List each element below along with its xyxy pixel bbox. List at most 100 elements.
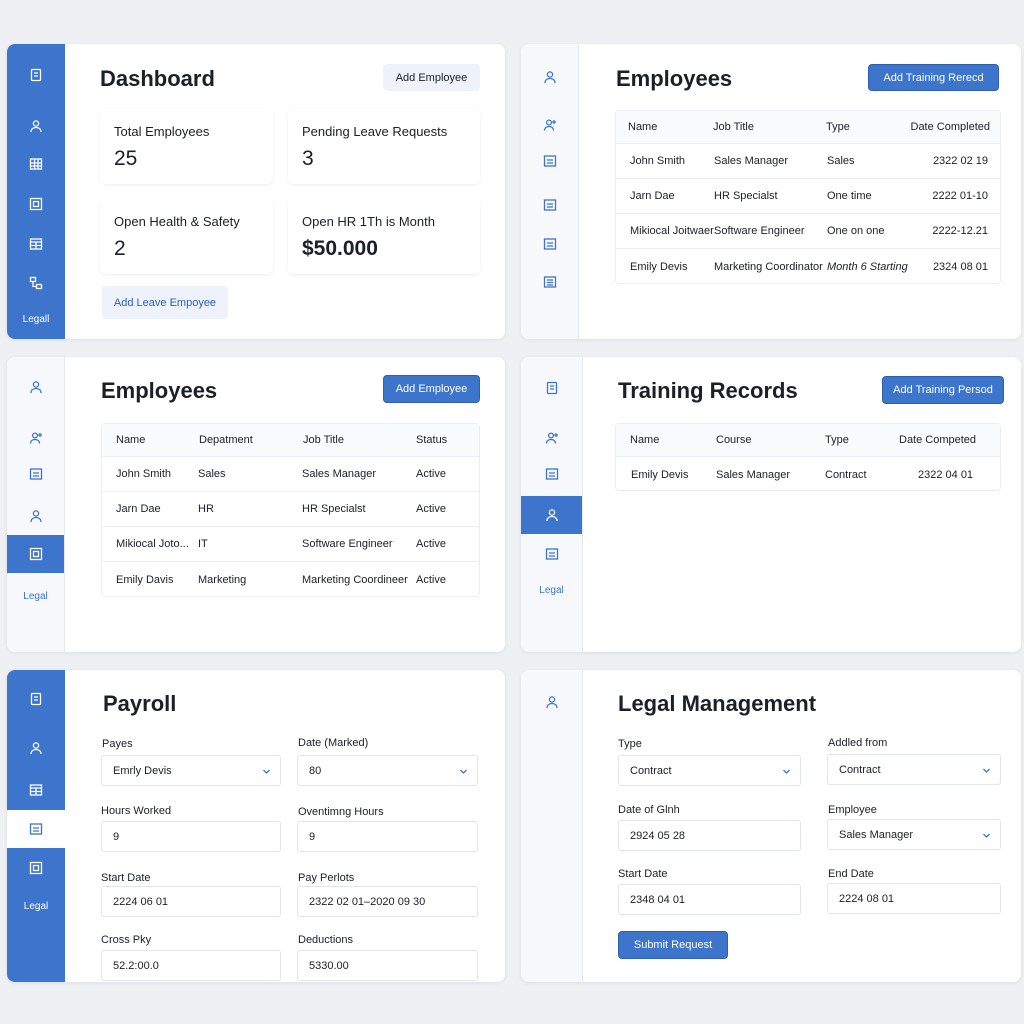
add-employee-button[interactable]: Add Employee <box>383 375 480 403</box>
image-icon[interactable] <box>521 455 582 493</box>
image-icon[interactable] <box>521 225 578 263</box>
cell-date: 2324 08 01 <box>932 260 988 273</box>
cell-name: Jarn Dae <box>630 190 675 202</box>
list-icon[interactable] <box>521 263 578 301</box>
start-date-input[interactable]: 2224 06 01 <box>101 886 281 917</box>
cell-department: IT <box>198 538 208 550</box>
add-leave-button[interactable]: Add Leave Empoyee <box>102 286 228 319</box>
column-header[interactable]: Status <box>416 434 448 446</box>
end-date-input[interactable]: 2224 08 01 <box>827 883 1001 914</box>
column-header[interactable]: Depatment <box>199 434 253 446</box>
user-plus-icon[interactable] <box>521 419 582 457</box>
cell-name: Mikiocal Joto... <box>116 538 189 550</box>
page-title: Dashboard <box>100 66 215 91</box>
employee-select[interactable]: Sales Manager <box>827 819 1001 850</box>
document-icon[interactable] <box>7 680 65 718</box>
employee-value: Sales Manager <box>839 828 913 841</box>
user-icon[interactable] <box>7 729 65 767</box>
user-icon[interactable] <box>521 496 582 534</box>
table-icon[interactable] <box>7 225 65 263</box>
document-icon[interactable] <box>7 56 65 94</box>
type-select[interactable]: Contract <box>618 755 801 786</box>
column-header[interactable]: Job Title <box>713 121 754 133</box>
added-from-select[interactable]: Contract <box>827 754 1001 785</box>
chevron-down-icon <box>982 766 991 775</box>
table-row[interactable]: Jarn Dae HR Specialst One time 2222 01-1… <box>616 179 1000 214</box>
add-training-button[interactable]: Add Training Persod <box>882 376 1004 404</box>
deductions-input[interactable]: 5330.00 <box>297 950 478 981</box>
cell-date: 2322 02 19 <box>932 155 988 167</box>
cell-job-title: Software Engineer <box>302 538 393 550</box>
sidebar-item-legal[interactable]: Legal <box>23 591 48 602</box>
column-header[interactable]: Type <box>825 434 849 446</box>
column-header[interactable]: Course <box>716 434 752 446</box>
table-row[interactable]: Mikiocal Joto... IT Software Engineer Ac… <box>102 527 479 562</box>
column-header[interactable]: Date Completed <box>910 121 991 133</box>
cell-job-title: Software Engineer <box>714 225 805 237</box>
table-row[interactable]: Jarn Dae HR HR Specialst Active <box>102 492 479 527</box>
add-training-button[interactable]: Add Training Rerecd <box>868 64 999 91</box>
table-icon[interactable] <box>7 771 65 809</box>
layout-icon[interactable] <box>7 535 64 573</box>
user-icon[interactable] <box>7 497 64 535</box>
hours-worked-label: Hours Worked <box>101 805 172 817</box>
column-header[interactable]: Name <box>630 434 660 446</box>
image-icon[interactable] <box>7 455 64 493</box>
column-header[interactable]: Job Title <box>303 434 344 446</box>
stat-value: 3 <box>302 147 314 170</box>
cell-job-title: Sales Manager <box>302 468 376 480</box>
hours-worked-input[interactable]: 9 <box>101 821 281 852</box>
image-icon[interactable] <box>521 186 578 224</box>
user-icon[interactable] <box>521 683 582 721</box>
date-marked-select[interactable]: 80 <box>297 755 478 786</box>
user-icon[interactable] <box>7 368 64 406</box>
overtime-hours-input[interactable]: 9 <box>297 821 478 852</box>
submit-request-button[interactable]: Submit Request <box>618 931 728 959</box>
employees-table: Name Depatment Job Title Status John Smi… <box>101 423 480 597</box>
image-icon[interactable] <box>7 810 65 848</box>
pay-period-input[interactable]: 2322 02 01–2020 09 30 <box>297 886 478 917</box>
sidebar-item-legal[interactable]: Legal <box>539 585 564 596</box>
image-icon[interactable] <box>521 535 582 573</box>
sidebar-item-legal[interactable]: Legal <box>23 901 49 912</box>
cell-department: Marketing <box>198 573 247 586</box>
table-row[interactable]: Emily Devis Sales Manager Contract 2322 … <box>616 457 1000 492</box>
table-header: Name Job Title Type Date Completed <box>616 111 1000 144</box>
gross-pay-input[interactable]: 52.2:00.0 <box>101 950 281 981</box>
table-row[interactable]: Emily Davis Marketing Marketing Coordine… <box>102 562 479 597</box>
column-header[interactable]: Name <box>628 121 658 133</box>
layout-icon[interactable] <box>7 849 65 887</box>
chevron-down-icon <box>262 767 271 776</box>
user-icon[interactable] <box>521 58 578 96</box>
table-row[interactable]: Emily Devis Marketing Coordinator Month … <box>616 249 1000 284</box>
cell-type: One time <box>827 190 872 202</box>
stat-value: 25 <box>114 147 138 170</box>
hierarchy-icon[interactable] <box>7 264 65 302</box>
start-date-label: Start Date <box>618 868 668 880</box>
cell-date: 2322 04 01 <box>918 468 974 481</box>
chevron-down-icon <box>782 767 791 776</box>
table-row[interactable]: John Smith Sales Sales Manager Active <box>102 457 479 492</box>
column-header[interactable]: Date Competed <box>899 434 977 446</box>
table-row[interactable]: John Smith Sales Manager Sales 2322 02 1… <box>616 144 1000 179</box>
column-header[interactable]: Type <box>826 121 850 133</box>
cell-date: 2222-12.21 <box>932 225 988 237</box>
layout-icon[interactable] <box>7 185 65 223</box>
user-plus-icon[interactable] <box>7 419 64 457</box>
document-icon[interactable] <box>521 369 582 407</box>
payes-select[interactable]: Emrly Devis <box>101 755 281 786</box>
date-marked-value: 80 <box>309 764 322 777</box>
training-sidebar: Legal <box>521 357 583 652</box>
sidebar-item-legal[interactable]: Legall <box>22 314 50 325</box>
table-row[interactable]: Mikiocal Joitwaer Software Engineer One … <box>616 214 1000 249</box>
image-icon[interactable] <box>521 142 578 180</box>
date-of-gioh-input[interactable]: 2924 05 28 <box>618 820 801 851</box>
add-employee-button[interactable]: Add Employee <box>383 64 480 91</box>
grid-icon[interactable] <box>7 145 65 183</box>
start-date-input[interactable]: 2348 04 01 <box>618 884 801 915</box>
employee-label: Employee <box>828 804 877 816</box>
employees-list-panel: Legal Employees Add Employee Name Depatm… <box>7 357 505 652</box>
user-plus-icon[interactable] <box>521 106 578 144</box>
column-header[interactable]: Name <box>116 434 146 446</box>
user-icon[interactable] <box>7 107 65 145</box>
